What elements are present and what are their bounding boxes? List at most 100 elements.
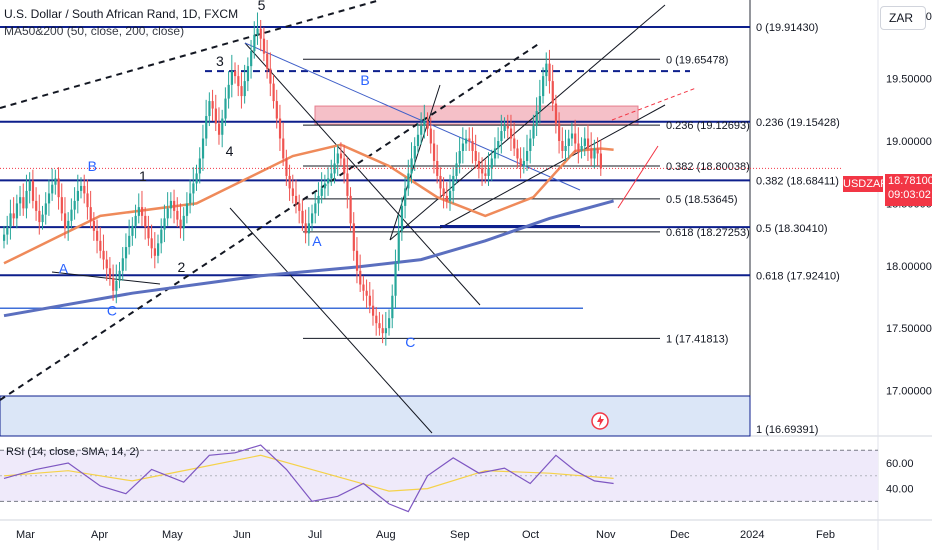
candle-body [227, 84, 230, 99]
candle-body [577, 143, 580, 151]
price-axis-tick: 17.00000 [886, 386, 932, 398]
candle-body [426, 121, 429, 129]
candle-body [115, 280, 118, 291]
candle-body [105, 259, 108, 269]
candle-body [163, 218, 166, 230]
candle-body [493, 148, 497, 159]
candle-body [490, 158, 493, 169]
last-price-box: 18.78100 09:03:02 [885, 174, 932, 206]
candle-body [3, 234, 6, 241]
candle-body [176, 210, 179, 220]
candle-body [157, 243, 160, 256]
candle-body [208, 101, 211, 117]
candle-body [330, 173, 333, 179]
candle-body [429, 128, 432, 144]
candle-body [192, 183, 195, 194]
candle-body [153, 248, 157, 256]
candle-body [481, 168, 484, 174]
time-axis-tick: Sep [450, 529, 470, 541]
candle-body [503, 126, 506, 132]
candle-body [301, 210, 304, 224]
candle-body [201, 138, 205, 159]
candle-body [131, 225, 134, 236]
fib-label-left: 0.236 (19.12693) [666, 120, 750, 132]
candle-body [83, 185, 86, 194]
candle-body [516, 148, 519, 159]
fib-label-left: 0.5 (18.53645) [666, 194, 738, 206]
candle-body [394, 263, 397, 296]
fib-label-left: 0 (19.65478) [666, 54, 728, 66]
candle-body [221, 118, 224, 135]
candle-body [548, 63, 551, 82]
candle-body [31, 180, 35, 201]
candle-body [230, 71, 234, 85]
candle-body [509, 128, 513, 139]
last-price-countdown: 09:03:02 [888, 189, 931, 201]
candle-body [185, 203, 189, 216]
candle-body [124, 247, 128, 259]
candle-body [381, 328, 384, 334]
candle-body [458, 150, 461, 164]
candle-body [474, 150, 477, 161]
candle-body [92, 220, 96, 231]
candle-body [89, 207, 92, 221]
candle-body [384, 328, 388, 334]
candle-body [211, 101, 214, 109]
indicator-label: MA50&200 (50, close, 200, close) [4, 24, 185, 38]
candle-body [487, 168, 490, 176]
rsi-label: RSI (14, close, SMA, 14, 2) [6, 446, 139, 458]
candle-body [314, 203, 317, 214]
candle-body [80, 185, 83, 191]
candle-body [339, 153, 343, 159]
candle-body [404, 188, 407, 206]
time-axis-tick: Aug [376, 529, 396, 541]
candle-body [365, 290, 368, 296]
candle-body [214, 108, 217, 124]
candle-body [166, 208, 169, 219]
candle-body [76, 190, 79, 201]
candle-body [112, 278, 115, 291]
candle-body [22, 197, 25, 209]
wave-label: 1 [139, 168, 147, 184]
wave-label: B [360, 72, 369, 88]
candle-body [15, 203, 19, 219]
candle-body [564, 145, 567, 151]
candle-body [198, 158, 201, 174]
candle-body [189, 193, 192, 204]
candle-body [535, 111, 538, 127]
currency-button[interactable]: ZAR [880, 6, 926, 30]
candle-body [307, 223, 311, 234]
candle-body [47, 193, 51, 204]
candle-body [275, 101, 278, 119]
rsi-axis-tick: 60.00 [886, 458, 914, 470]
candle-body [554, 103, 558, 124]
candle-body [445, 195, 448, 201]
candle-body [506, 126, 509, 129]
candle-body [63, 213, 67, 229]
wave-label: 3 [216, 53, 224, 69]
candle-body [532, 126, 535, 139]
candle-body [240, 86, 243, 97]
fib-label-left: 1 (17.41813) [666, 333, 728, 345]
candle-body [442, 188, 445, 196]
candle-body [586, 138, 590, 149]
candle-body [134, 215, 137, 226]
candle-body [391, 295, 394, 319]
fib-label-left: 0.618 (18.27253) [666, 227, 750, 239]
candle-body [246, 66, 250, 82]
candle-body [250, 51, 253, 67]
candle-body [234, 71, 237, 77]
candle-body [243, 81, 246, 97]
candle-body [298, 203, 301, 211]
candle-body [416, 134, 420, 146]
candle-body [333, 163, 336, 174]
candle-body [522, 160, 525, 166]
candle-body [118, 270, 121, 281]
wave-label: 5 [258, 0, 266, 13]
trend-line [51, 271, 161, 285]
candle-body [500, 131, 503, 142]
candle-body [359, 270, 362, 285]
candle-body [288, 175, 291, 189]
